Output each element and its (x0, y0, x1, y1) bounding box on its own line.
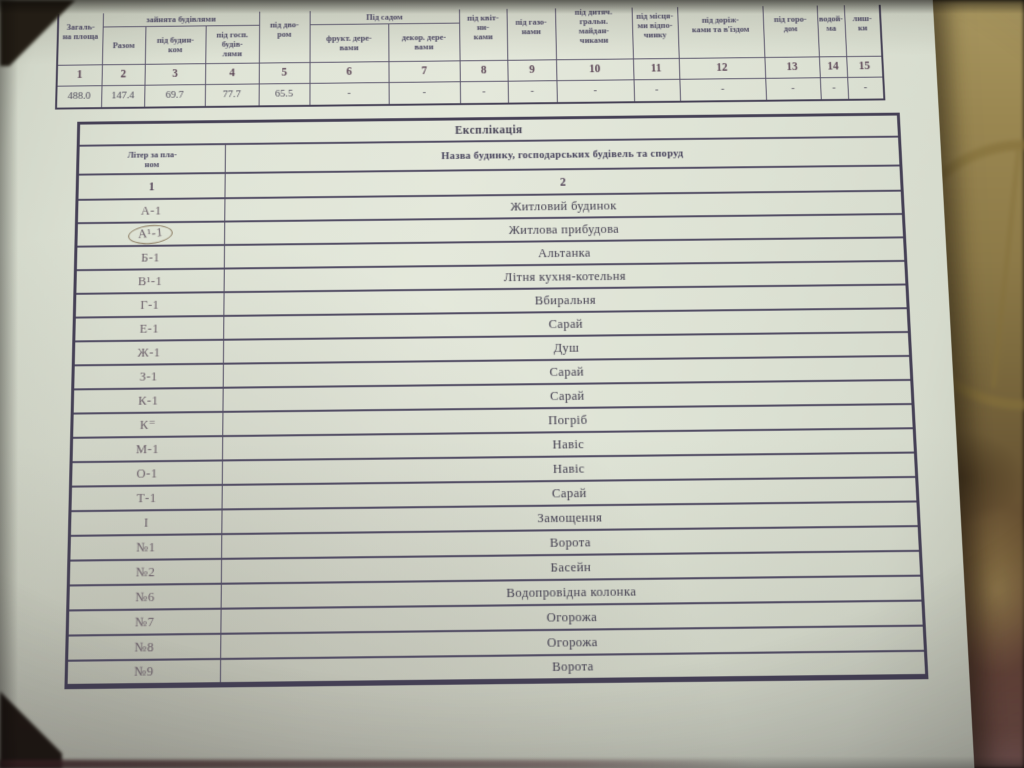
land-col-num-10: 10 (556, 58, 634, 80)
land-col-num-6: 6 (310, 61, 389, 83)
land-col-value-9: - (508, 80, 557, 103)
land-col-value-7: - (389, 81, 461, 105)
building-letter: О-1 (71, 460, 223, 486)
land-col-num-8: 8 (460, 60, 508, 81)
land-col-header-4: під госп. будів- лями (205, 25, 259, 63)
table-edge-bottom-strip (0, 760, 760, 768)
land-col-value-12: - (679, 78, 766, 102)
building-letter: №1 (69, 534, 222, 561)
land-col-num-13: 13 (764, 56, 819, 77)
explication-table: Експлікація Літер за пла- ном Назва буди… (64, 113, 928, 689)
land-col-header-7: декор. дере- вами (388, 23, 459, 62)
land-col-header-3: під будин- ком (145, 25, 206, 63)
building-letter: Ж-1 (73, 340, 223, 366)
dark-corner-bottom-left (0, 658, 62, 768)
land-col-num-9: 9 (507, 59, 556, 80)
handwritten-circle-annotation: А¹-1 (128, 223, 174, 246)
land-col-num-12: 12 (679, 57, 765, 79)
document-page: Загаль- на площазайнята будівлямипід дво… (0, 0, 977, 768)
land-col-value-1: 488.0 (56, 85, 101, 108)
land-col-value-11: - (634, 79, 681, 102)
land-col-num-7: 7 (389, 60, 460, 82)
land-group-header-buildings: зайнята будівлями (103, 5, 260, 27)
building-letter: В¹-1 (75, 269, 224, 294)
land-col-header-9: під газо- нами (506, 5, 556, 60)
land-col-value-2: 147.4 (101, 85, 144, 108)
land-col-value-13: - (765, 77, 821, 100)
letter-column-number: 1 (77, 173, 225, 200)
building-letter: А-1 (76, 198, 225, 223)
building-letter: Г-1 (74, 292, 224, 317)
land-use-table-region: Загаль- на площазайнята будівлямипід дво… (55, 5, 888, 112)
land-col-num-5: 5 (259, 62, 310, 83)
land-col-header-11: під місця- ми відпо- чинку (631, 5, 679, 59)
land-col-num-14: 14 (819, 56, 847, 77)
land-col-value-10: - (556, 79, 634, 103)
land-col-num-2: 2 (102, 64, 145, 85)
land-col-value-5: 65.5 (259, 83, 310, 106)
building-letter: І (69, 509, 222, 535)
land-col-value-14: - (820, 77, 848, 100)
land-col-header-5: під дво- ром (259, 5, 310, 63)
land-col-header-12: під доріж- ками та в'їздом (677, 5, 765, 58)
land-col-num-11: 11 (633, 58, 679, 79)
dark-corner-top-left (0, 0, 96, 66)
land-col-value-4: 77.7 (205, 83, 259, 106)
land-col-value-8: - (460, 81, 508, 104)
land-col-num-1: 1 (57, 64, 102, 85)
building-letter: №9 (66, 659, 221, 686)
building-letter: №8 (67, 634, 221, 661)
land-col-header-13: під горо- дом (762, 5, 819, 57)
building-letter: А¹-1 (76, 222, 225, 247)
land-group-header-garden: Під садом (310, 5, 460, 24)
land-col-value-3: 69.7 (144, 84, 205, 108)
building-letter: К⁼ (72, 412, 223, 438)
building-letter: М-1 (71, 436, 223, 462)
land-col-header-14: водой- ма (816, 5, 846, 57)
building-letter: Б-1 (75, 245, 224, 270)
land-col-header-6: фрукт. дере- вами (310, 23, 389, 62)
land-col-value-15: - (847, 77, 884, 100)
building-letter: К-1 (72, 388, 223, 414)
land-use-table: Загаль- на площазайнята будівлямипід дво… (55, 5, 885, 110)
land-col-num-3: 3 (144, 63, 205, 85)
land-col-header-15: лиш- ки (843, 5, 882, 56)
building-letter: №6 (68, 584, 222, 611)
land-col-header-2: Разом (102, 26, 146, 64)
building-letter: Т-1 (70, 485, 222, 511)
building-letter: З-1 (73, 364, 224, 390)
building-letter: №2 (68, 559, 221, 586)
building-letter: №7 (67, 609, 221, 636)
land-col-num-4: 4 (205, 63, 259, 84)
land-col-value-6: - (309, 82, 388, 106)
building-letter: Е-1 (74, 316, 224, 342)
land-col-header-8: під квіт- ни- ками (459, 5, 507, 61)
letter-column-header: Літер за пла- ном (78, 144, 226, 175)
photo-of-document: Загаль- на площазайнята будівлямипід дво… (0, 0, 1024, 768)
land-col-num-15: 15 (846, 56, 883, 77)
land-col-header-10: під дитяч. гральн. майдан- чиками (555, 5, 633, 60)
